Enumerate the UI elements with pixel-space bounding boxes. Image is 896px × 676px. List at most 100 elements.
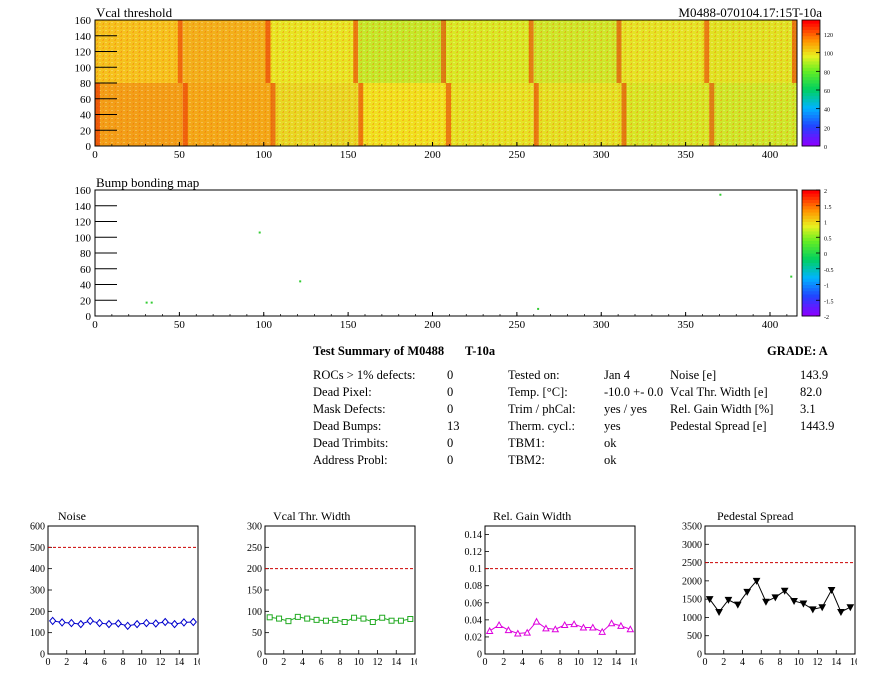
- x-tick-label: 10: [354, 657, 364, 668]
- data-point: [313, 616, 320, 623]
- x-tick-label: 16: [193, 657, 200, 668]
- x-tick-label: 4: [520, 657, 525, 668]
- y-tick-label: 600: [30, 522, 45, 533]
- data-point: [124, 621, 132, 631]
- data-point: [542, 624, 550, 632]
- data-point: [152, 619, 160, 628]
- data-point: [743, 588, 752, 596]
- color-bar-label: 1.5: [824, 205, 832, 211]
- module-id-label: M0488-070104.17:15T-10a: [678, 5, 822, 20]
- y-tick-label: 40: [80, 110, 92, 122]
- x-tick-label: 2: [501, 657, 506, 668]
- y-tick-label: 100: [30, 628, 45, 639]
- data-point: [114, 619, 122, 628]
- data-point: [570, 620, 578, 628]
- data-point: [513, 629, 522, 637]
- summary-left-value: 0: [447, 402, 454, 416]
- x-tick-label: 14: [611, 657, 621, 668]
- vcal-map-title: Vcal threshold: [96, 5, 173, 20]
- y-tick-label: 160: [75, 185, 92, 197]
- data-point: [705, 596, 714, 604]
- data-point: [551, 625, 560, 633]
- y-tick-label: 0.06: [465, 598, 483, 609]
- summary-middle-value: -10.0 +- 0.0: [604, 385, 664, 399]
- data-point: [560, 620, 569, 628]
- summary-right-value: 143.9: [800, 368, 829, 382]
- data-point: [715, 608, 723, 616]
- x-tick-label: 12: [373, 657, 383, 668]
- y-tick-label: 150: [247, 586, 262, 597]
- summary-line-chart: 0 50 100 150 200 250 300 0 2 4 6 8 10 12 14 16: [247, 522, 417, 669]
- data-point: [617, 621, 625, 629]
- x-tick-label: 150: [340, 319, 357, 331]
- color-bar-label: 120: [824, 33, 833, 39]
- color-bar-label: 40: [824, 108, 830, 114]
- summary-left-value: 0: [447, 385, 454, 399]
- y-tick-label: 100: [75, 232, 92, 244]
- series-line: [709, 579, 851, 613]
- data-point: [523, 628, 532, 636]
- data-point: [351, 614, 358, 621]
- x-tick-label: 4: [300, 657, 305, 668]
- color-bar-label: -1: [824, 284, 829, 290]
- x-tick-label: 0: [483, 657, 488, 668]
- summary-right-label: Rel. Gain Width [%]: [670, 402, 774, 416]
- data-point: [407, 616, 414, 623]
- data-point: [579, 623, 588, 631]
- chart-title: Noise: [58, 509, 86, 523]
- data-point: [276, 615, 283, 622]
- bump-map-title: Bump bonding map: [96, 175, 200, 190]
- y-tick-label: 140: [75, 201, 92, 213]
- y-tick-label: 0: [86, 141, 92, 153]
- summary-middle-label: Temp. [°C]:: [508, 385, 568, 399]
- roc-block: [182, 83, 271, 146]
- x-tick-label: 14: [831, 657, 841, 668]
- summary-middle-label: Therm. cycl.:: [508, 419, 575, 433]
- dead-bump-point: [299, 280, 302, 283]
- x-tick-label: 250: [509, 149, 526, 161]
- y-tick-label: 3500: [682, 522, 702, 533]
- y-tick-label: 160: [75, 15, 92, 27]
- x-tick-label: 4: [83, 657, 88, 668]
- dead-bump-point: [790, 275, 793, 278]
- x-tick-label: 8: [558, 657, 563, 668]
- summary-right-label: Pedestal Spread [e]: [670, 419, 767, 433]
- summary-right-label: Vcal Thr. Width [e]: [670, 385, 768, 399]
- y-tick-label: 60: [80, 94, 92, 106]
- chart-title: Rel. Gain Width: [493, 509, 572, 523]
- roc-block: [358, 83, 446, 146]
- roc-block: [709, 83, 797, 146]
- series-line: [269, 616, 411, 623]
- x-tick-label: 300: [593, 149, 610, 161]
- roc-block: [533, 83, 622, 146]
- x-tick-label: 4: [740, 657, 745, 668]
- x-tick-label: 8: [778, 657, 783, 668]
- summary-middle-label: Tested on:: [508, 368, 560, 382]
- x-tick-label: 12: [156, 657, 166, 668]
- x-tick-label: 150: [340, 149, 357, 161]
- data-point: [771, 594, 780, 602]
- color-bar-label: -1.5: [824, 299, 834, 305]
- data-point: [95, 618, 104, 628]
- data-point: [588, 623, 597, 631]
- color-bar-label: 1: [824, 221, 827, 227]
- summary-middle-value: ok: [604, 436, 617, 450]
- roc-block: [446, 20, 534, 83]
- x-tick-label: 0: [92, 319, 98, 331]
- data-point: [170, 619, 179, 629]
- color-bar-label: -2: [824, 315, 829, 321]
- y-tick-label: 80: [80, 78, 92, 90]
- data-point: [532, 617, 541, 625]
- x-tick-label: 12: [813, 657, 823, 668]
- data-point: [58, 618, 66, 627]
- dead-bump-point: [719, 193, 722, 196]
- x-tick-label: 350: [677, 149, 694, 161]
- summary-left-value: 0: [447, 453, 454, 467]
- y-tick-label: 100: [75, 62, 92, 74]
- x-tick-label: 100: [256, 149, 273, 161]
- data-point: [504, 626, 513, 634]
- y-tick-label: 0.14: [465, 530, 483, 541]
- data-point: [598, 627, 607, 635]
- y-tick-label: 100: [247, 607, 262, 618]
- data-point: [369, 619, 376, 625]
